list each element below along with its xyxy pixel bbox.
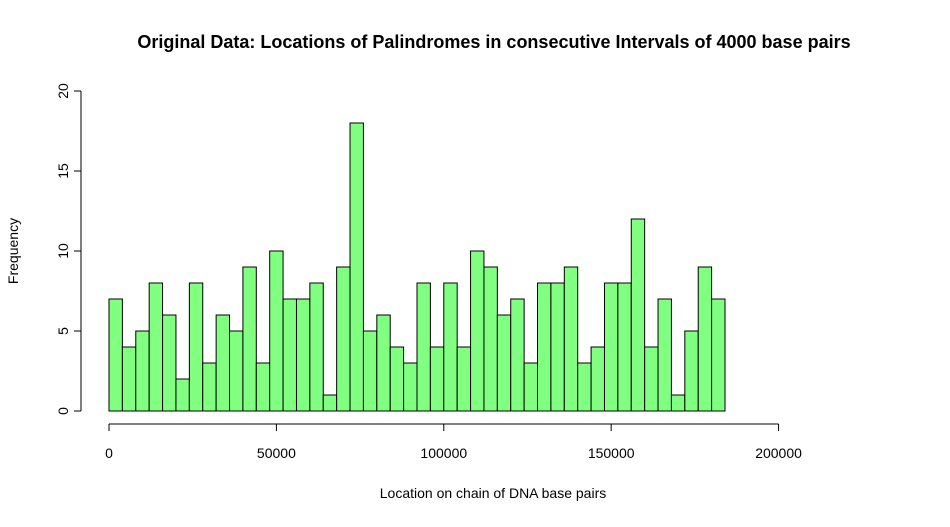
histogram-bar xyxy=(282,298,297,412)
histogram-bar xyxy=(537,282,552,412)
histogram-bar xyxy=(429,346,445,412)
histogram-bar xyxy=(162,314,177,412)
chart-title: Original Data: Locations of Palindromes … xyxy=(137,32,850,52)
histogram-bar xyxy=(362,330,378,412)
y-tick-label: 15 xyxy=(55,163,71,179)
histogram-bar xyxy=(215,314,231,412)
histogram-bar xyxy=(322,394,338,412)
y-tick-label: 0 xyxy=(55,407,71,415)
histogram-bar xyxy=(617,282,632,412)
histogram-bar xyxy=(577,362,592,412)
histogram-bar xyxy=(550,282,565,412)
histogram-bar xyxy=(670,394,686,412)
histogram-bar xyxy=(470,250,485,412)
x-tick-label: 150000 xyxy=(588,445,635,461)
histogram-bar xyxy=(711,298,726,412)
x-tick-label: 50000 xyxy=(257,445,296,461)
histogram-bar xyxy=(483,266,498,412)
histogram-bar xyxy=(416,282,431,412)
histogram-bars xyxy=(108,122,726,412)
x-tick-label: 200000 xyxy=(755,445,802,461)
histogram-bar xyxy=(590,346,605,412)
histogram-bar xyxy=(121,346,137,412)
histogram-bar xyxy=(376,314,391,412)
x-tick-label: 0 xyxy=(105,445,113,461)
histogram-bar xyxy=(496,314,512,412)
histogram-bar xyxy=(563,266,579,412)
histogram-bar xyxy=(255,362,271,412)
histogram-bar xyxy=(523,362,539,412)
histogram-bar xyxy=(229,330,244,412)
histogram-bar xyxy=(336,266,351,412)
histogram-bar xyxy=(684,330,699,412)
x-axis: 0 50000 100000 150000 200000 xyxy=(105,423,802,461)
x-tick-label: 100000 xyxy=(420,445,467,461)
histogram-bar xyxy=(456,346,472,412)
histogram-bar xyxy=(697,266,713,412)
histogram-bar xyxy=(630,218,646,412)
histogram-bar xyxy=(644,346,659,412)
histogram-bar xyxy=(510,298,525,412)
histogram-bar xyxy=(389,346,405,412)
histogram-bar xyxy=(135,330,150,412)
x-axis-label: Location on chain of DNA base pairs xyxy=(380,485,606,501)
histogram-bar xyxy=(202,362,217,412)
histogram-bar xyxy=(242,266,257,412)
y-tick-label: 5 xyxy=(55,327,71,335)
histogram-bar xyxy=(175,378,190,412)
histogram-bar xyxy=(657,298,672,412)
histogram-bar xyxy=(403,362,418,412)
histogram-bar xyxy=(295,298,311,412)
y-tick-label: 10 xyxy=(55,243,71,259)
y-axis: 0 5 10 15 20 xyxy=(55,83,82,415)
histogram-bar xyxy=(309,282,324,412)
histogram-bar xyxy=(188,282,204,412)
histogram-bar xyxy=(108,298,123,412)
histogram-bar xyxy=(148,282,164,412)
histogram-bar xyxy=(443,282,458,412)
y-axis-label: Frequency xyxy=(5,218,21,284)
histogram-bar xyxy=(269,250,284,412)
histogram-bar xyxy=(349,122,364,412)
histogram-bar xyxy=(603,282,619,412)
y-tick-label: 20 xyxy=(55,83,71,99)
